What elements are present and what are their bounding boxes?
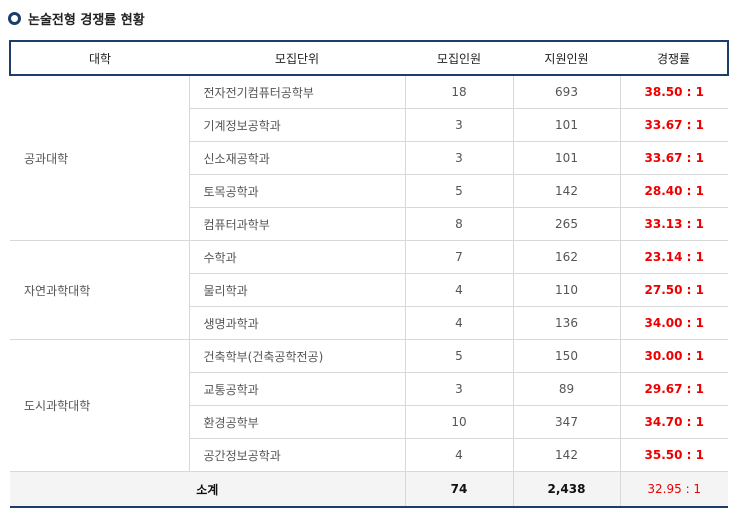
- table-row: 물리학과 4 110 27.50 : 1: [10, 273, 728, 307]
- header-quota: 모집인원: [405, 40, 513, 76]
- ratio-cell: 30.00 : 1: [619, 339, 728, 373]
- ratio-cell: 33.13 : 1: [619, 207, 728, 241]
- quota-cell: 7: [404, 240, 514, 274]
- quota-cell: 4: [404, 306, 514, 340]
- applicants-cell: 136: [512, 306, 621, 340]
- unit-cell: 교통공학과: [189, 372, 406, 406]
- college-cell: 자연과학대학: [10, 240, 190, 340]
- section-title-text: 논술전형 경쟁률 현황: [28, 13, 145, 28]
- ratio-cell: 35.50 : 1: [619, 438, 728, 472]
- table-row: 환경공학부 10 347 34.70 : 1: [10, 405, 728, 439]
- quota-cell: 10: [404, 405, 514, 439]
- ratio-cell: 33.67 : 1: [619, 108, 728, 142]
- total-label: 소계: [10, 471, 406, 508]
- applicants-cell: 347: [512, 405, 621, 439]
- unit-cell: 환경공학부: [189, 405, 406, 439]
- quota-cell: 3: [404, 108, 514, 142]
- applicants-cell: 142: [512, 174, 621, 208]
- competition-rate-table: 대학 모집단위 모집인원 지원인원 경쟁률 공과대학 전자전기컴퓨터공학부 18 69…: [9, 40, 729, 508]
- total-applicants: 2,438: [512, 471, 621, 508]
- college-cell: 공과대학: [10, 74, 190, 241]
- quota-cell: 4: [404, 273, 514, 307]
- table-row: 컴퓨터과학부 8 265 33.13 : 1: [10, 207, 728, 241]
- header-unit: 모집단위: [189, 40, 405, 76]
- applicants-cell: 162: [512, 240, 621, 274]
- quota-cell: 3: [404, 141, 514, 175]
- table-header: 대학 모집단위 모집인원 지원인원 경쟁률: [9, 40, 729, 76]
- unit-cell: 토목공학과: [189, 174, 406, 208]
- table-row: 자연과학대학 수학과 7 162 23.14 : 1: [10, 240, 728, 340]
- quota-cell: 5: [404, 174, 514, 208]
- circle-bullet-icon: [8, 12, 21, 25]
- quota-cell: 3: [404, 372, 514, 406]
- unit-cell: 컴퓨터과학부: [189, 207, 406, 241]
- unit-cell: 신소재공학과: [189, 141, 406, 175]
- quota-cell: 8: [404, 207, 514, 241]
- unit-cell: 기계정보공학과: [189, 108, 406, 142]
- ratio-cell: 23.14 : 1: [619, 240, 728, 274]
- applicants-cell: 150: [512, 339, 621, 373]
- applicants-cell: 101: [512, 108, 621, 142]
- unit-cell: 생명과학과: [189, 306, 406, 340]
- unit-cell: 건축학부(건축공학전공): [188, 339, 406, 373]
- header-ratio: 경쟁률: [620, 40, 729, 76]
- unit-cell: 공간정보공학과: [189, 438, 406, 472]
- table-row: 공간정보공학과 4 142 35.50 : 1: [10, 438, 728, 472]
- quota-cell: 4: [404, 438, 514, 472]
- table-row: 공과대학 전자전기컴퓨터공학부 18 693 38.50 : 1: [10, 74, 728, 241]
- quota-cell: 5: [404, 339, 514, 373]
- ratio-cell: 34.70 : 1: [619, 405, 728, 439]
- total-ratio: 32.95 : 1: [619, 471, 728, 508]
- ratio-cell: 33.67 : 1: [619, 141, 728, 175]
- applicants-cell: 101: [512, 141, 621, 175]
- header-college: 대학: [9, 40, 189, 76]
- ratio-cell: 28.40 : 1: [619, 174, 728, 208]
- section-title: 논술전형 경쟁률 현황: [8, 9, 145, 28]
- header-applicants: 지원인원: [513, 40, 620, 76]
- ratio-cell: 29.67 : 1: [619, 372, 728, 406]
- ratio-cell: 38.50 : 1: [619, 74, 728, 109]
- ratio-cell: 27.50 : 1: [619, 273, 728, 307]
- total-quota: 74: [404, 471, 514, 508]
- unit-cell: 수학과: [188, 240, 406, 274]
- quota-cell: 18: [404, 74, 514, 109]
- applicants-cell: 693: [512, 74, 621, 109]
- applicants-cell: 142: [512, 438, 621, 472]
- college-cell: 도시과학대학: [10, 339, 190, 472]
- unit-cell: 물리학과: [189, 273, 406, 307]
- applicants-cell: 265: [512, 207, 621, 241]
- total-row: 소계 74 2,438 32.95 : 1: [10, 471, 728, 508]
- ratio-cell: 34.00 : 1: [619, 306, 728, 340]
- table-row: 생명과학과 4 136 34.00 : 1: [10, 306, 728, 340]
- applicants-cell: 89: [512, 372, 621, 406]
- applicants-cell: 110: [512, 273, 621, 307]
- table-row: 도시과학대학 건축학부(건축공학전공) 5 150 30.00 : 1: [10, 339, 728, 472]
- unit-cell: 전자전기컴퓨터공학부: [188, 74, 406, 109]
